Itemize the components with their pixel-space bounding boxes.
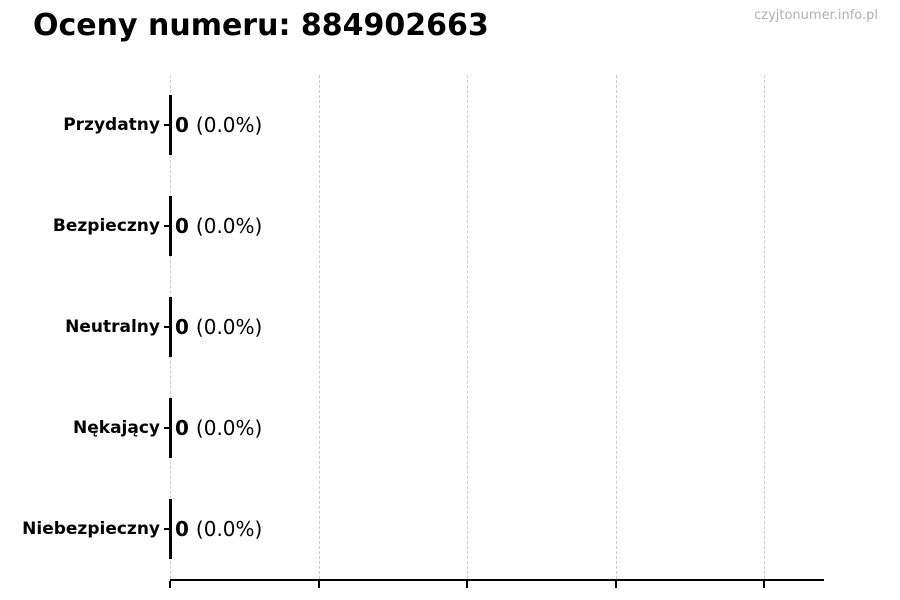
bar-row-niebezpieczny: Niebezpieczny 0 (0.0%) xyxy=(22,478,824,579)
zero-value-bar xyxy=(169,498,172,559)
value-annotation: 0 (0.0%) xyxy=(175,113,262,137)
category-label: Niebezpieczny xyxy=(22,518,160,539)
y-tick xyxy=(164,527,170,530)
bar-row-przydatny: Przydatny 0 (0.0%) xyxy=(63,75,824,176)
value-count: 0 xyxy=(175,415,189,440)
plot-area: Przydatny 0 (0.0%) Bezpieczny 0 (0.0%) N… xyxy=(22,75,824,588)
bar-row-nekajacy: Nękający 0 (0.0%) xyxy=(73,377,824,478)
y-tick xyxy=(164,225,170,228)
zero-value-bar xyxy=(169,296,172,357)
value-count: 0 xyxy=(175,113,189,138)
gridline xyxy=(764,75,765,579)
gridline xyxy=(615,75,617,579)
x-tick xyxy=(763,581,765,588)
category-label: Neutralny xyxy=(65,316,160,337)
x-tick xyxy=(466,581,468,588)
chart-title: Oceny numeru: 884902663 xyxy=(33,8,489,43)
value-percent: (0.0%) xyxy=(195,214,263,239)
value-annotation: 0 (0.0%) xyxy=(175,517,262,541)
category-label: Przydatny xyxy=(63,115,160,136)
value-annotation: 0 (0.0%) xyxy=(175,315,262,339)
bar-row-neutralny: Neutralny 0 (0.0%) xyxy=(65,277,824,378)
category-label: Bezpieczny xyxy=(52,216,160,237)
value-count: 0 xyxy=(175,214,189,239)
bar-rows: Przydatny 0 (0.0%) Bezpieczny 0 (0.0%) N… xyxy=(22,75,824,579)
zero-value-bar xyxy=(169,196,172,257)
value-percent: (0.0%) xyxy=(195,516,263,541)
value-percent: (0.0%) xyxy=(195,415,263,440)
y-tick xyxy=(164,325,170,328)
value-count: 0 xyxy=(175,516,189,541)
zero-value-bar xyxy=(169,95,172,156)
value-count: 0 xyxy=(175,314,189,339)
value-annotation: 0 (0.0%) xyxy=(175,214,262,238)
bar-row-bezpieczny: Bezpieczny 0 (0.0%) xyxy=(53,176,824,277)
value-percent: (0.0%) xyxy=(195,113,263,138)
category-label: Nękający xyxy=(73,417,160,438)
y-tick xyxy=(164,426,170,429)
x-tick xyxy=(169,581,171,588)
zero-value-bar xyxy=(169,397,172,458)
x-tick xyxy=(614,581,617,588)
x-axis-line xyxy=(170,579,824,581)
gridline xyxy=(467,75,468,579)
watermark-text: czyjtonumer.info.pl xyxy=(754,8,878,23)
x-tick xyxy=(317,581,320,588)
gridline xyxy=(318,75,320,579)
value-annotation: 0 (0.0%) xyxy=(175,416,262,440)
value-percent: (0.0%) xyxy=(195,314,263,339)
y-tick xyxy=(164,124,170,127)
